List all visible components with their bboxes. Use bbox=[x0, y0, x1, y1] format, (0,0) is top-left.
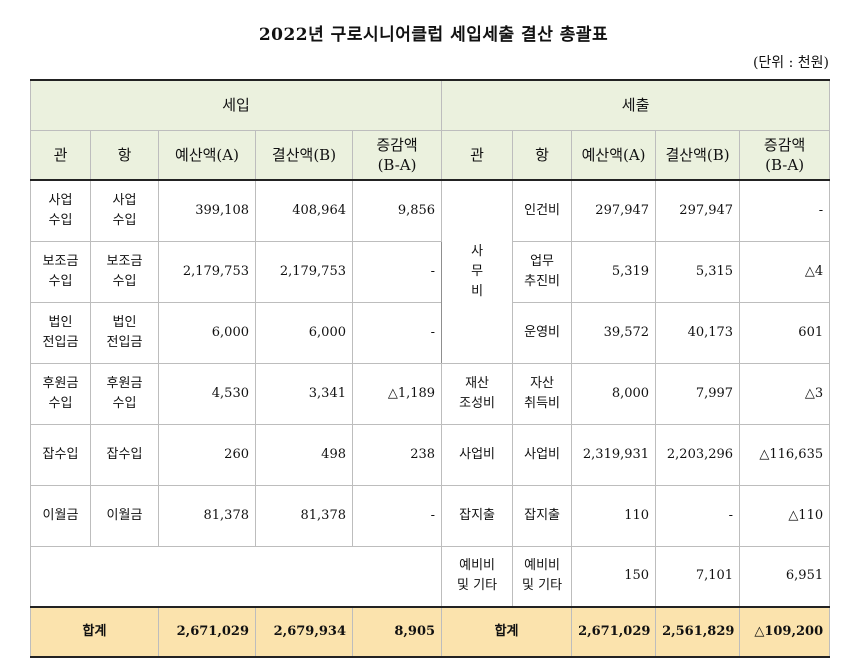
expense-budget: 297,947 bbox=[571, 179, 657, 242]
income-budget: 399,108 bbox=[158, 179, 256, 242]
table-row: 보조금 수입 보조금 수입 2,179,753 2,179,753- 업무 추진비 5,319 5… bbox=[30, 240, 831, 303]
expense-hang: 사업비 bbox=[512, 423, 573, 486]
expense-hang: 업무 추진비 bbox=[512, 240, 573, 303]
col-budget: 예산액(A) bbox=[158, 129, 256, 181]
income-gwan: 이월금 bbox=[30, 484, 91, 547]
expense-hang: 잡지출 bbox=[512, 484, 573, 547]
income-total-budget: 2,671,029 bbox=[158, 606, 256, 658]
col-settled: 결산액(B) bbox=[655, 129, 741, 181]
income-budget: 81,378 bbox=[158, 484, 256, 547]
expense-settled: 7,101 bbox=[655, 545, 741, 608]
income-budget: 2,179,753 bbox=[158, 240, 256, 303]
col-gwan: 관 bbox=[441, 129, 514, 181]
table-row: 사업 수입 사업 수입 399,108 408,964 9,856 사 무 비 인건비 297,947… bbox=[30, 179, 831, 364]
expense-budget: 110 bbox=[571, 484, 657, 547]
expense-budget: 2,319,931 bbox=[571, 423, 657, 486]
income-header: 세입 bbox=[29, 79, 443, 131]
income-gwan: 보조금 수입 bbox=[30, 240, 91, 303]
income-budget: 260 bbox=[158, 423, 256, 486]
income-diff: 238 bbox=[351, 423, 443, 486]
income-diff: 9,856 bbox=[351, 179, 443, 242]
income-gwan: 사업 수입 bbox=[30, 179, 91, 242]
income-budget: 6,000 bbox=[158, 301, 256, 364]
page-title: 2022년 구로시니어클럽 세입세출 결산 총괄표 bbox=[258, 25, 609, 45]
table-row: 예비비 및 기타 예비비 및 기타 150 7,101 6,951 bbox=[29, 545, 831, 608]
expense-budget: 39,572 bbox=[571, 301, 657, 364]
expense-budget: 150 bbox=[571, 545, 657, 608]
income-settled: 2,179,753 bbox=[255, 240, 353, 303]
income-diff: - bbox=[351, 301, 443, 364]
expense-diff: △3 bbox=[739, 362, 831, 425]
expense-diff: △116,635 bbox=[739, 423, 831, 486]
expense-diff: △110 bbox=[739, 484, 831, 547]
expense-settled: 40,173 bbox=[655, 301, 741, 364]
income-settled: 3,341 bbox=[255, 362, 353, 425]
income-total-diff: 8,905 bbox=[351, 606, 443, 658]
income-diff: △1,189 bbox=[351, 362, 443, 425]
income-hang: 보조금 수입 bbox=[90, 240, 159, 303]
income-hang: 잡수입 bbox=[90, 423, 159, 486]
expense-budget: 5,319 bbox=[571, 240, 657, 303]
income-settled: 498 bbox=[255, 423, 353, 486]
expense-diff: 601 bbox=[739, 301, 831, 364]
income-gwan: 후원금 수입 bbox=[30, 362, 91, 425]
expense-total-diff: △109,200 bbox=[739, 606, 831, 658]
table-row: 잡수입 잡수입 260 498 238 사업비 사업비 2,319,931 2,203,296 △… bbox=[30, 423, 831, 486]
expense-hang: 인건비 bbox=[512, 179, 573, 242]
expense-diff: △4 bbox=[739, 240, 831, 303]
table-row: 법인 전입금 법인 전입금 6,000 6,000- 운영비 39,572 40,173 601 bbox=[30, 301, 831, 364]
income-gwan: 잡수입 bbox=[30, 423, 91, 486]
unit-label: (단위 : 천원) bbox=[752, 55, 829, 71]
expense-settled: - bbox=[655, 484, 741, 547]
table-row: 이월금 이월금 81,378 81,378- 잡지출 잡지출 110- △110 bbox=[30, 484, 831, 547]
income-hang: 사업 수입 bbox=[90, 179, 159, 242]
empty-income-cell bbox=[29, 545, 443, 608]
expense-total-label: 합계 bbox=[441, 606, 573, 658]
col-diff: 증감액 (B-A) bbox=[739, 129, 831, 181]
income-settled: 81,378 bbox=[255, 484, 353, 547]
col-settled: 결산액(B) bbox=[255, 129, 353, 181]
expense-total-budget: 2,671,029 bbox=[571, 606, 657, 658]
income-total-label: 합계 bbox=[30, 606, 159, 658]
expense-settled: 7,997 bbox=[655, 362, 741, 425]
col-gwan: 관 bbox=[30, 129, 91, 181]
income-budget: 4,530 bbox=[158, 362, 256, 425]
expense-diff: 6,951 bbox=[739, 545, 831, 608]
expense-diff: - bbox=[739, 179, 831, 242]
income-hang: 법인 전입금 bbox=[90, 301, 159, 364]
expense-settled: 5,315 bbox=[655, 240, 741, 303]
col-hang: 항 bbox=[512, 129, 573, 181]
col-diff: 증감액 (B-A) bbox=[351, 129, 443, 181]
expense-gwan: 재산 조성비 bbox=[441, 362, 514, 425]
income-settled: 408,964 bbox=[255, 179, 353, 242]
expense-hang: 운영비 bbox=[512, 301, 573, 364]
budget-settlement-table: 세입 세출 관 항 예산액(A) 결산액(B) 증감액 (B-A) 관 항 예산액… bbox=[29, 79, 831, 658]
col-budget: 예산액(A) bbox=[571, 129, 657, 181]
income-gwan: 법인 전입금 bbox=[30, 301, 91, 364]
expense-hang: 자산 취득비 bbox=[512, 362, 573, 425]
expense-budget: 8,000 bbox=[571, 362, 657, 425]
expense-gwan: 예비비 및 기타 bbox=[441, 545, 514, 608]
expense-total-settled: 2,561,829 bbox=[655, 606, 741, 658]
income-settled: 6,000 bbox=[255, 301, 353, 364]
income-hang: 후원금 수입 bbox=[90, 362, 159, 425]
expense-settled: 297,947 bbox=[655, 179, 741, 242]
income-hang: 이월금 bbox=[90, 484, 159, 547]
expense-hang: 예비비 및 기타 bbox=[512, 545, 573, 608]
expense-gwan: 잡지출 bbox=[441, 484, 514, 547]
income-diff: - bbox=[351, 484, 443, 547]
income-diff: - bbox=[351, 240, 443, 303]
expense-header: 세출 bbox=[441, 79, 831, 131]
col-hang: 항 bbox=[90, 129, 159, 181]
expense-gwan: 사업비 bbox=[441, 423, 514, 486]
income-total-settled: 2,679,934 bbox=[255, 606, 353, 658]
expense-settled: 2,203,296 bbox=[655, 423, 741, 486]
table-row: 후원금 수입 후원금 수입 4,530 3,341 △1,189 재산 조성비 자산 취득비 8,00… bbox=[30, 362, 831, 425]
